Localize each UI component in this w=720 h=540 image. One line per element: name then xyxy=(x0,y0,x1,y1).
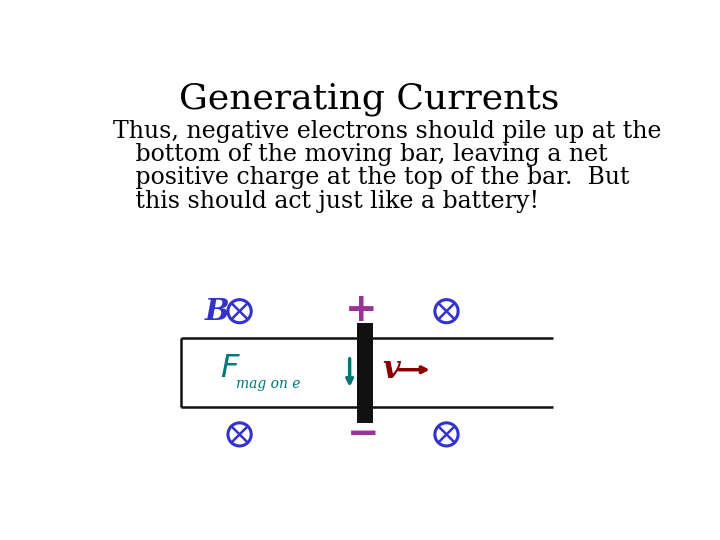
Text: v: v xyxy=(382,354,400,385)
Bar xyxy=(357,323,373,423)
Text: Thus, negative electrons should pile up at the: Thus, negative electrons should pile up … xyxy=(113,120,662,143)
Text: +: + xyxy=(345,291,377,329)
Text: positive charge at the top of the bar.  But: positive charge at the top of the bar. B… xyxy=(113,166,630,190)
Text: B: B xyxy=(204,296,230,326)
Text: Generating Currents: Generating Currents xyxy=(179,82,559,116)
Text: mag on e: mag on e xyxy=(235,377,300,390)
Text: this should act just like a battery!: this should act just like a battery! xyxy=(113,190,539,213)
Text: −: − xyxy=(346,415,379,454)
Text: $\mathit{F}$: $\mathit{F}$ xyxy=(220,353,241,384)
Text: bottom of the moving bar, leaving a net: bottom of the moving bar, leaving a net xyxy=(113,143,608,166)
